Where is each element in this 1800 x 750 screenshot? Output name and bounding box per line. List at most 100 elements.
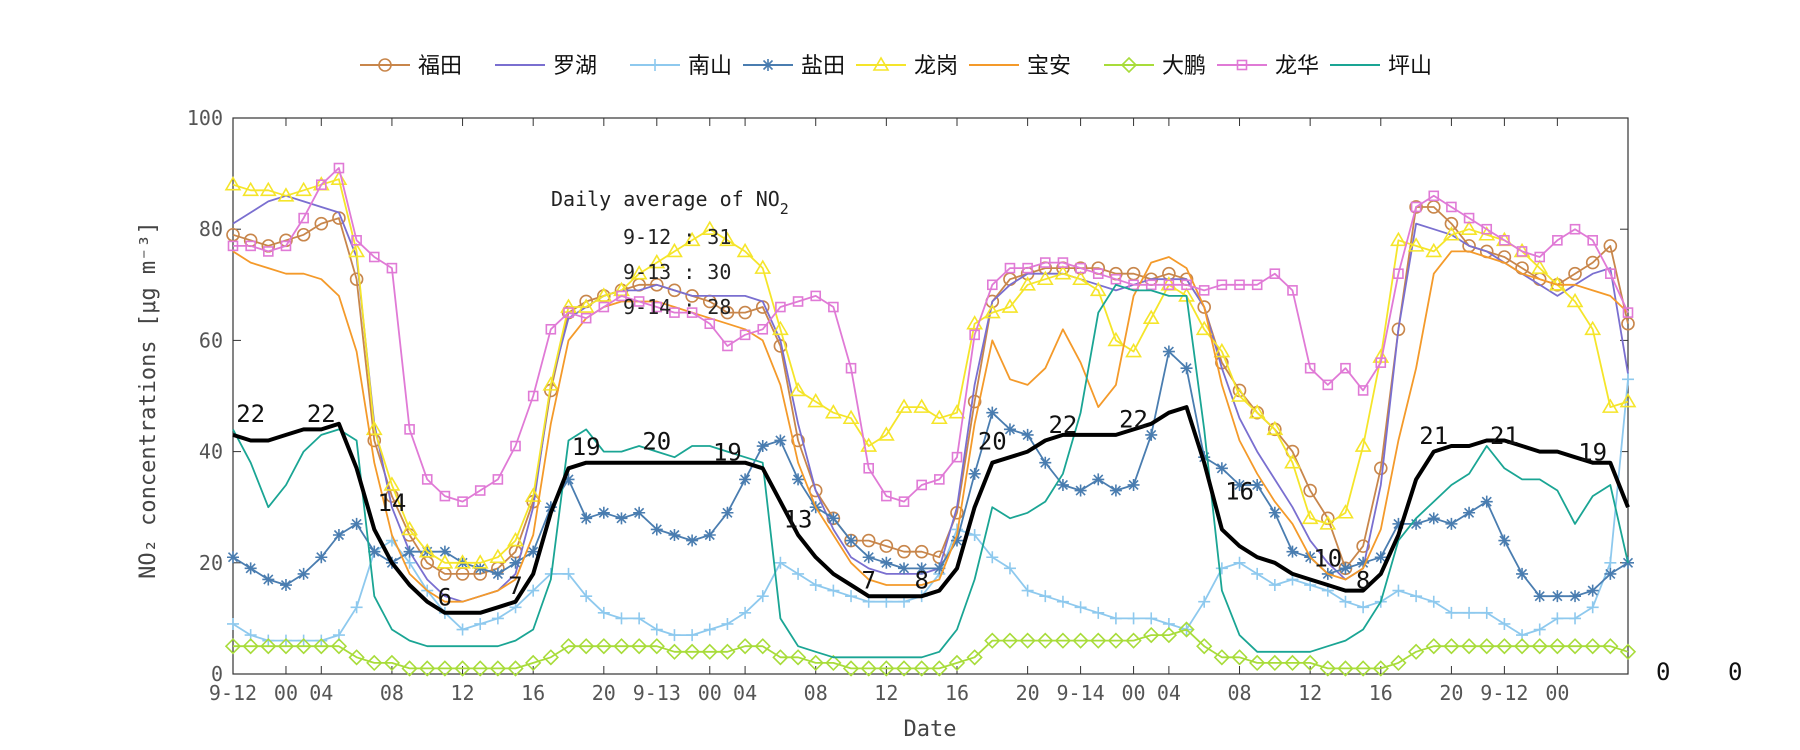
- data-point: [1249, 654, 1266, 672]
- data-point: [454, 660, 471, 677]
- annotation-line: 9-12 : 31: [623, 225, 731, 249]
- data-point: [1073, 261, 1088, 275]
- data-point: [1619, 392, 1637, 408]
- data-point: [580, 512, 593, 525]
- data-point: [1056, 595, 1069, 608]
- data-point: [525, 654, 542, 672]
- data-point: [1304, 362, 1316, 374]
- data-point: [1534, 251, 1546, 263]
- data-point: [986, 406, 999, 419]
- data-point: [1357, 556, 1370, 569]
- data-point: [563, 307, 574, 318]
- data-point: [527, 545, 540, 558]
- data-point: [1319, 515, 1337, 530]
- data-point: [739, 606, 752, 619]
- data-point: [1251, 567, 1264, 580]
- data-point: [630, 265, 648, 280]
- data-point: [1196, 638, 1213, 655]
- data-point: [879, 539, 894, 553]
- data-point: [1004, 262, 1016, 274]
- data-point: [1392, 584, 1405, 597]
- data-point: [1516, 246, 1528, 257]
- data-point: [595, 287, 613, 302]
- data-point: [598, 301, 610, 313]
- data-point: [1162, 345, 1175, 358]
- data-point: [1248, 404, 1266, 419]
- data-point: [560, 638, 577, 655]
- data-point: [330, 638, 348, 655]
- data-point: [403, 556, 416, 569]
- data-point: [1160, 626, 1178, 644]
- data-point: [1373, 461, 1388, 476]
- data-point: [1110, 273, 1122, 285]
- legend-item-龙华: 龙华: [1217, 54, 1319, 79]
- data-point: [1180, 362, 1193, 375]
- data-point: [1393, 268, 1404, 279]
- data-point: [774, 556, 787, 569]
- data-point: [1603, 239, 1618, 253]
- data-point: [845, 590, 858, 603]
- data-point: [507, 531, 524, 547]
- data-point: [562, 473, 575, 486]
- data-point: [1197, 300, 1212, 314]
- x-tick-label: 00: [1545, 681, 1569, 705]
- data-point: [754, 638, 771, 655]
- y-axis-label: NO₂ concentrations [μg m⁻³]: [136, 221, 161, 579]
- legend-marker: [649, 59, 661, 71]
- data-point: [350, 517, 363, 530]
- data-point: [807, 392, 825, 408]
- data-point: [1549, 638, 1566, 655]
- data-point: [986, 551, 999, 564]
- data-point: [348, 649, 365, 666]
- data-point: [722, 340, 733, 352]
- series-南山: [227, 373, 1634, 647]
- x-tick-label: 16: [521, 681, 545, 705]
- data-point: [1340, 362, 1351, 374]
- data-point: [969, 329, 980, 341]
- data-point: [1337, 660, 1354, 677]
- data-point: [1092, 606, 1105, 619]
- series-line: [232, 250, 1629, 603]
- data-point: [224, 176, 242, 191]
- data-point: [842, 409, 860, 425]
- data-point: [365, 420, 383, 436]
- series-福田: [226, 200, 1635, 581]
- series-龙岗: [224, 170, 1637, 569]
- data-point: [474, 617, 487, 630]
- data-point: [1374, 551, 1387, 564]
- data-point: [1022, 262, 1033, 274]
- data-point: [1145, 612, 1158, 625]
- data-point: [419, 660, 436, 677]
- data-point: [1039, 257, 1051, 268]
- series-group: [224, 162, 1637, 677]
- data-point: [313, 638, 330, 655]
- data-point: [666, 242, 683, 258]
- average-value-label: 22: [1048, 411, 1077, 439]
- data-point: [1056, 478, 1069, 491]
- data-point: [418, 543, 436, 558]
- data-point: [349, 272, 364, 287]
- data-point: [968, 529, 981, 541]
- data-point: [330, 170, 348, 185]
- data-point: [314, 216, 329, 231]
- right-edge-label: 0: [1656, 658, 1670, 686]
- data-point: [1089, 281, 1107, 297]
- data-point: [1410, 201, 1422, 213]
- data-point: [1319, 660, 1336, 677]
- data-point: [1143, 626, 1160, 644]
- data-point: [916, 479, 927, 491]
- data-point: [1284, 654, 1301, 672]
- average-value-label: 6: [438, 583, 452, 611]
- data-point: [1266, 420, 1284, 436]
- data-point: [913, 660, 930, 677]
- data-point: [739, 473, 752, 486]
- data-point: [650, 623, 663, 636]
- data-point: [720, 305, 735, 320]
- data-point: [756, 590, 769, 603]
- legend-label: 盐田: [801, 54, 845, 79]
- data-point: [860, 660, 877, 677]
- x-tick-label: 04: [1157, 681, 1181, 705]
- x-tick-label: 00: [274, 681, 298, 705]
- data-point: [757, 323, 769, 335]
- legend-marker: [378, 58, 392, 72]
